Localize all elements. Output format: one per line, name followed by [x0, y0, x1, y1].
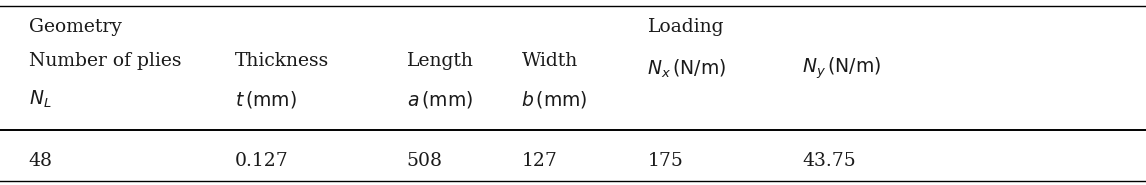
Text: Loading: Loading [647, 18, 724, 36]
Text: Length: Length [407, 52, 473, 70]
Text: Width: Width [521, 52, 578, 70]
Text: $N_y\,(\mathrm{N/m})$: $N_y\,(\mathrm{N/m})$ [802, 56, 881, 81]
Text: $a\,(\mathrm{mm})$: $a\,(\mathrm{mm})$ [407, 89, 473, 110]
Text: $b\,(\mathrm{mm})$: $b\,(\mathrm{mm})$ [521, 89, 588, 110]
Text: 175: 175 [647, 152, 683, 170]
Text: 508: 508 [407, 152, 442, 170]
Text: Number of plies: Number of plies [29, 52, 181, 70]
Text: $t\,(\mathrm{mm})$: $t\,(\mathrm{mm})$ [235, 89, 297, 110]
Text: 43.75: 43.75 [802, 152, 856, 170]
Text: Geometry: Geometry [29, 18, 121, 36]
Text: $N_L$: $N_L$ [29, 89, 52, 110]
Text: 127: 127 [521, 152, 557, 170]
Text: Thickness: Thickness [235, 52, 329, 70]
Text: 0.127: 0.127 [235, 152, 289, 170]
Text: $N_x\,(\mathrm{N/m})$: $N_x\,(\mathrm{N/m})$ [647, 57, 727, 80]
Text: 48: 48 [29, 152, 53, 170]
